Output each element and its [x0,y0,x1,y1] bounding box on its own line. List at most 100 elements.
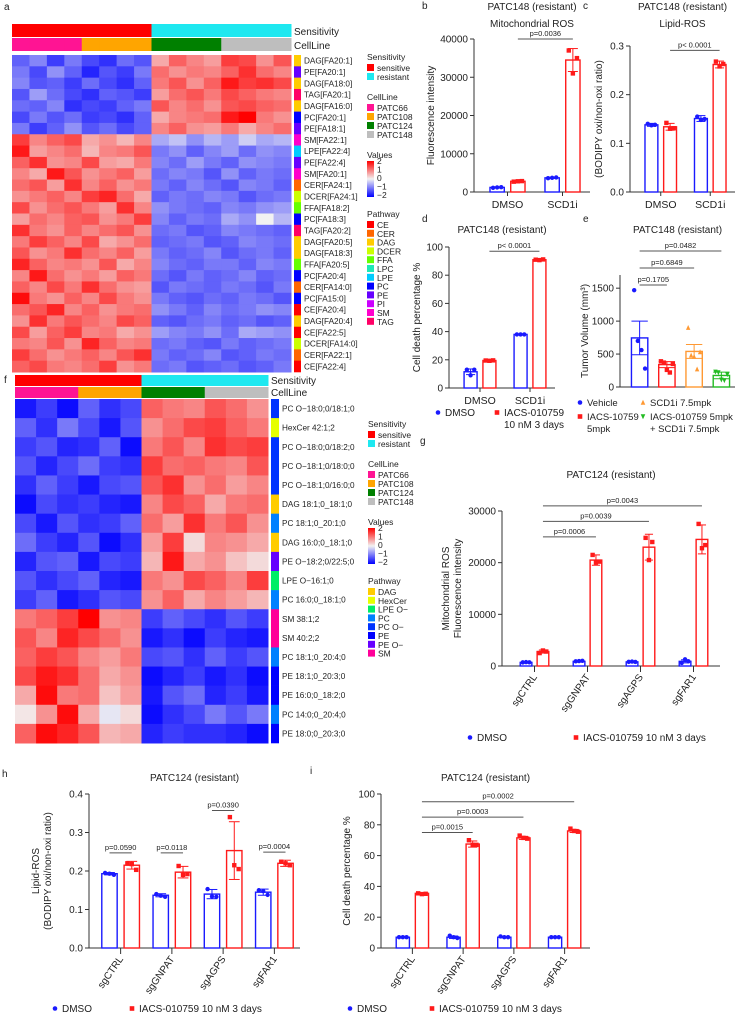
chart-title: PATC148 (resistant) [487,2,576,13]
data-point-square [537,650,542,656]
cellline-annotation-cell [29,38,48,51]
pathway-annotation-cell [294,156,301,169]
sensitivity-annotation-cell [168,24,187,37]
data-point-circle [261,888,266,894]
heatmap-cell [273,360,292,373]
heatmap-cell [64,145,83,158]
chart-h: PATC124 (resistant) 0.0 0.1 0.2 0.3 0.4 Lipid-… [31,773,300,1015]
heatmap-cell [81,66,100,79]
cellline-annotation-cell [57,387,79,398]
y-tick-label: 60 [432,299,444,310]
data-point-square [721,61,726,67]
heatmap-cell [15,494,37,515]
p-value-label: p=0.0039 [580,511,612,520]
heatmap-cell [57,532,79,553]
heatmap-cell [186,145,205,158]
chart-subtitle: Mitochondrial ROS [490,19,574,30]
row-label: PC O−18:1;0/16:0;0 [282,481,355,490]
heatmap-cell [256,179,275,192]
bar [513,333,528,389]
legend-swatch [367,229,374,237]
cellline-annotation-cell [186,38,205,51]
heatmap-cell [183,609,206,629]
chart-subtitle: Lipid-ROS [659,19,705,30]
sensitivity-annotation-cell [134,24,152,37]
chart-title: PATC148 (resistant) [638,2,727,13]
legend-label: PE O− [378,640,403,650]
heatmap-cell [246,666,269,687]
heatmap-cell [57,399,79,419]
heatmap-cell [99,326,118,339]
heatmap-cell [204,571,227,591]
bar [662,126,678,193]
heatmap-cell [57,571,79,591]
data-point-circle [580,658,585,664]
cellline-annotation-cell [273,38,292,51]
pathway-annotation-cell [294,179,301,192]
heatmap-cell [36,609,58,629]
heatmap-cell [29,100,48,113]
data-point-square [661,360,667,365]
row-label: HexCer 42:1;2 [282,424,335,433]
heatmap-cell [186,281,205,294]
row-label: FFA[FA20:5] [304,260,350,269]
x-tick-label: SCD1i [547,199,577,211]
heatmap-cell [168,360,187,373]
data-point-circle [523,659,529,665]
heatmap-cell [221,66,240,79]
x-tick-label: DMSO [464,395,496,407]
heatmap-cell [46,281,65,294]
y-tick-label: 0 [608,383,614,394]
heatmap-cell [134,111,152,124]
heatmap-cell [186,168,205,181]
heatmap-cell [186,202,205,214]
heatmap-cell [78,666,100,687]
heatmap-cell [203,179,222,192]
heatmap-cell [141,532,164,553]
heatmap-cell [134,326,152,339]
bar [642,546,656,667]
heatmap-cell [134,134,152,147]
heatmap-cell [225,551,248,572]
row-label: CER[FA24:1] [304,181,352,190]
heatmap-cell [221,156,240,169]
row-label: PE O−18:2;0/22:5;0 [282,557,355,566]
bar [589,559,603,667]
heatmap-cell [116,179,135,192]
data-point-circle [573,659,578,664]
pathway-annotation-cell [271,666,279,686]
heatmap-cell [246,418,269,438]
heatmap-cell [162,647,185,668]
heatmap-cell [78,647,100,668]
heatmap-cell [151,247,170,260]
legend-label: TAG [377,317,394,327]
heatmap-cell [57,475,79,496]
heatmap-cell [141,704,164,725]
heatmap-cell [238,179,257,192]
pathway-annotation-cell [271,437,279,457]
heatmap-cell [246,628,269,648]
heatmap-cell [273,338,292,350]
x-tick-label: DMSO [645,199,677,211]
legend-label: CER [377,229,395,239]
heatmap-cell [134,213,152,226]
heatmap-cell [64,168,83,181]
legend-swatch [368,623,375,631]
legend-label: LPE [377,273,393,283]
heatmap-cell [186,360,205,373]
heatmap-cell [120,666,142,687]
heatmap-cell [141,628,164,648]
data-point-square [125,861,130,866]
panel-label-c: c [583,1,588,12]
pathway-annotation-cell [294,270,301,282]
data-point-circle [464,367,470,372]
heatmap-cell [29,156,48,169]
heatmap-cell [221,292,240,305]
heatmap-cell [256,292,275,305]
row-label: CE[FA22:4] [304,362,346,371]
heatmap-cell [273,100,292,113]
legend-swatch [367,64,374,71]
heatmap-cell [116,55,135,67]
heatmap-cell [186,88,205,101]
